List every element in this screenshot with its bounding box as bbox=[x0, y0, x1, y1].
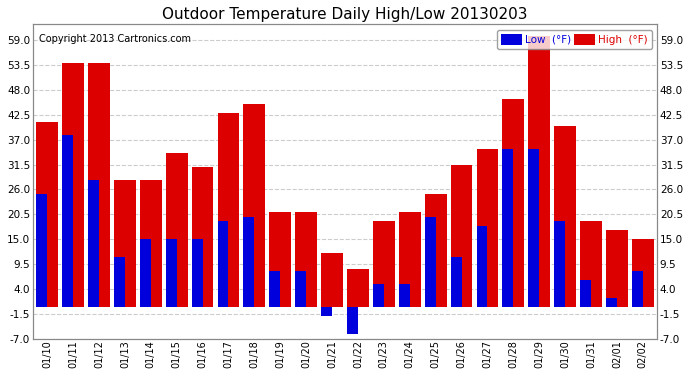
Bar bbox=[114, 257, 125, 307]
Bar bbox=[565, 126, 576, 307]
Bar bbox=[177, 153, 188, 307]
Bar bbox=[73, 63, 84, 307]
Bar bbox=[643, 239, 653, 307]
Bar bbox=[151, 180, 161, 307]
Bar bbox=[399, 212, 410, 307]
Bar bbox=[347, 307, 358, 334]
Bar bbox=[306, 212, 317, 307]
Bar bbox=[62, 63, 73, 307]
Bar bbox=[37, 122, 47, 307]
Bar bbox=[580, 280, 591, 307]
Bar bbox=[140, 180, 151, 307]
Bar bbox=[295, 271, 306, 307]
Bar bbox=[192, 167, 203, 307]
Bar bbox=[632, 239, 643, 307]
Bar bbox=[99, 63, 110, 307]
Bar bbox=[399, 284, 410, 307]
Bar bbox=[255, 104, 265, 307]
Bar bbox=[62, 135, 73, 307]
Bar bbox=[435, 194, 446, 307]
Bar bbox=[244, 104, 255, 307]
Bar bbox=[192, 239, 203, 307]
Bar bbox=[513, 99, 524, 307]
Bar bbox=[384, 221, 395, 307]
Bar bbox=[580, 221, 591, 307]
Bar bbox=[228, 112, 239, 307]
Bar bbox=[425, 194, 435, 307]
Bar bbox=[140, 239, 151, 307]
Bar bbox=[280, 212, 291, 307]
Bar bbox=[347, 268, 358, 307]
Legend: Low  (°F), High  (°F): Low (°F), High (°F) bbox=[497, 30, 652, 49]
Bar bbox=[269, 271, 280, 307]
Bar bbox=[166, 153, 177, 307]
Bar bbox=[125, 180, 136, 307]
Bar bbox=[321, 307, 332, 316]
Bar bbox=[606, 230, 617, 307]
Bar bbox=[477, 226, 487, 307]
Bar bbox=[269, 212, 280, 307]
Bar bbox=[502, 99, 513, 307]
Bar bbox=[451, 257, 462, 307]
Bar bbox=[451, 165, 462, 307]
Bar bbox=[632, 271, 643, 307]
Bar bbox=[295, 212, 306, 307]
Bar bbox=[114, 180, 125, 307]
Bar bbox=[554, 221, 565, 307]
Bar bbox=[539, 36, 550, 307]
Bar bbox=[502, 149, 513, 307]
Title: Outdoor Temperature Daily High/Low 20130203: Outdoor Temperature Daily High/Low 20130… bbox=[162, 7, 528, 22]
Bar bbox=[617, 230, 628, 307]
Bar bbox=[166, 239, 177, 307]
Bar bbox=[529, 149, 539, 307]
Bar bbox=[529, 36, 539, 307]
Text: Copyright 2013 Cartronics.com: Copyright 2013 Cartronics.com bbox=[39, 34, 191, 44]
Bar bbox=[477, 149, 487, 307]
Bar bbox=[332, 253, 343, 307]
Bar bbox=[358, 268, 369, 307]
Bar bbox=[321, 253, 332, 307]
Bar bbox=[606, 298, 617, 307]
Bar bbox=[88, 180, 99, 307]
Bar bbox=[425, 217, 435, 307]
Bar bbox=[373, 221, 384, 307]
Bar bbox=[373, 284, 384, 307]
Bar bbox=[410, 212, 421, 307]
Bar bbox=[47, 122, 58, 307]
Bar bbox=[244, 217, 255, 307]
Bar bbox=[462, 165, 473, 307]
Bar bbox=[37, 194, 47, 307]
Bar bbox=[203, 167, 213, 307]
Bar bbox=[217, 221, 228, 307]
Bar bbox=[88, 63, 99, 307]
Bar bbox=[487, 149, 498, 307]
Bar bbox=[591, 221, 602, 307]
Bar bbox=[217, 112, 228, 307]
Bar bbox=[554, 126, 565, 307]
